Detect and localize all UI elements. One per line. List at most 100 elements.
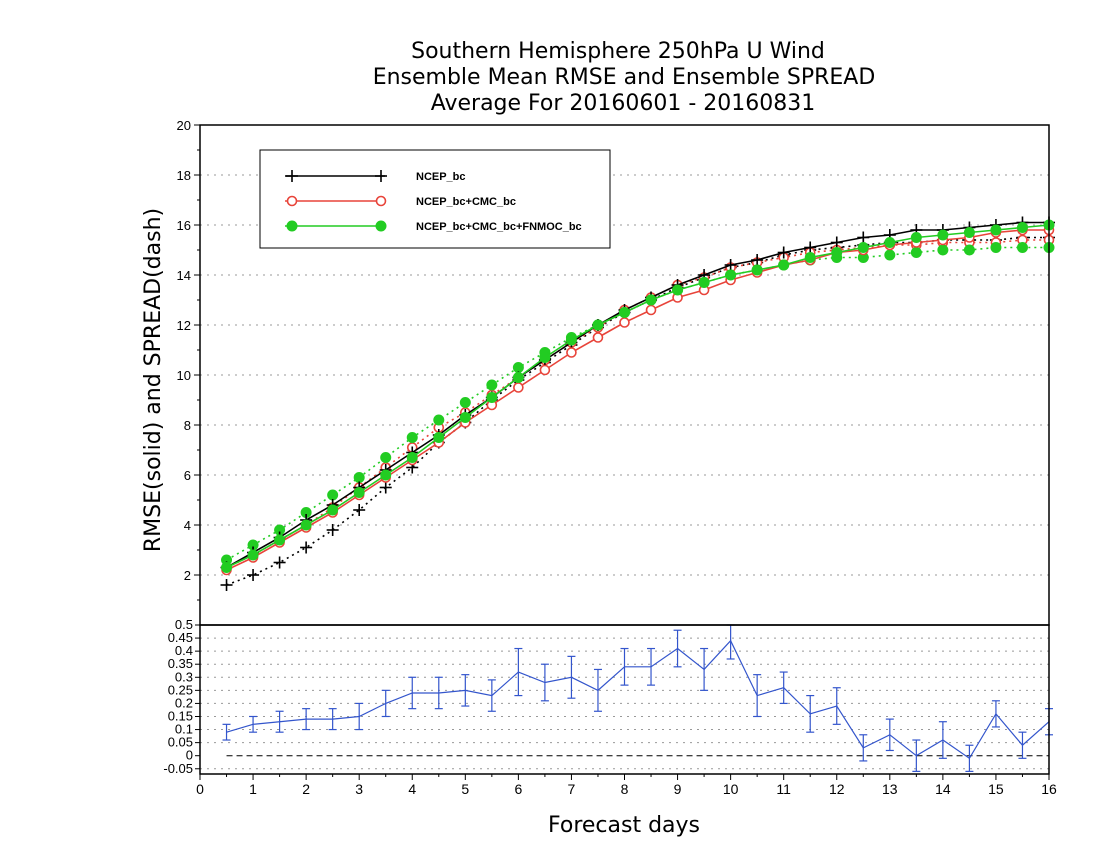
- error-bar: [487, 679, 496, 712]
- y-tick-label: 0.3: [175, 669, 193, 684]
- data-point: [698, 277, 710, 288]
- title-line-2: Ensemble Mean RMSE and Ensemble SPREAD: [373, 65, 876, 90]
- x-tick-label: 16: [1041, 781, 1057, 797]
- data-point: [619, 307, 630, 318]
- data-point: [751, 264, 763, 276]
- y-tick-label: 16: [177, 218, 191, 233]
- data-point: [486, 379, 498, 391]
- title-line-1: Southern Hemisphere 250hPa U Wind: [411, 39, 825, 64]
- y-tick-label: 14: [177, 268, 191, 283]
- data-point: [300, 541, 313, 554]
- error-bar: [355, 702, 364, 731]
- x-tick-label: 9: [674, 781, 682, 797]
- x-tick-label: 11: [776, 781, 791, 797]
- x-tick-label: 12: [829, 781, 845, 797]
- data-point: [592, 319, 604, 331]
- data-point: [990, 242, 1002, 253]
- y-tick-label: 20: [177, 118, 191, 133]
- error-bar: [912, 739, 921, 772]
- data-point: [777, 246, 790, 259]
- data-point: [327, 489, 339, 501]
- y-tick-label: 0.05: [168, 735, 193, 750]
- data-point: [286, 170, 298, 182]
- y-tick-label: 10: [177, 368, 191, 383]
- x-tick-label: 3: [355, 781, 363, 797]
- error-bar: [726, 624, 735, 660]
- data-point: [380, 469, 392, 481]
- error-bar: [1018, 731, 1027, 759]
- legend-entry: NCEP_bc+CMC_bc+FNMOC_bc: [285, 220, 582, 233]
- legend-box: [259, 149, 611, 249]
- data-point: [326, 524, 339, 536]
- x-tick-label: 13: [882, 781, 898, 797]
- y-tick-label: 0.15: [168, 708, 193, 723]
- error-bar: [567, 655, 576, 699]
- data-point: [857, 242, 869, 253]
- data-point: [433, 414, 445, 426]
- series-line: [226, 224, 1050, 569]
- title-line-3: Average For 20160601 - 20160831: [431, 91, 816, 116]
- data-point: [247, 549, 259, 561]
- chart-title: Southern Hemisphere 250hPa U Wind Ensemb…: [373, 39, 876, 116]
- lower-panel-grid: [200, 624, 1049, 770]
- data-point: [565, 334, 577, 346]
- data-point: [619, 317, 630, 328]
- data-point: [512, 362, 524, 373]
- error-bar: [885, 718, 894, 752]
- error-bar: [779, 671, 788, 705]
- y-tick-label: 4: [184, 518, 191, 533]
- error-bar: [965, 744, 974, 772]
- error-bar: [806, 694, 815, 733]
- data-point: [220, 579, 233, 591]
- series-spread-2: [221, 242, 1055, 566]
- error-bar: [647, 647, 656, 686]
- y-tick-label: 0: [186, 748, 193, 763]
- series-line: [226, 221, 1049, 569]
- data-point: [486, 392, 498, 403]
- y-tick-label: 0.4: [175, 643, 193, 658]
- x-tick-label: 8: [621, 781, 629, 797]
- data-point: [274, 534, 286, 546]
- series-line: [226, 639, 1050, 760]
- data-point: [672, 284, 684, 296]
- y-tick-label: 0.25: [168, 682, 193, 697]
- upper-y-axis: 2 4 6 8 10 12 14 16 18 20: [177, 118, 200, 601]
- data-point: [910, 247, 922, 258]
- error-bar: [514, 647, 523, 697]
- series-rmse-2: [221, 219, 1055, 573]
- series-spread-1: [221, 234, 1055, 573]
- data-point: [725, 269, 737, 281]
- data-point: [433, 432, 445, 443]
- series-line: [226, 236, 1049, 586]
- data-point: [459, 412, 471, 423]
- legend-label: NCEP_bc+CMC_bc+FNMOC_bc: [416, 221, 582, 233]
- x-tick-label: 14: [935, 781, 951, 797]
- error-bar: [275, 710, 284, 733]
- y-tick-label: 0.5: [175, 617, 193, 632]
- error-bar: [593, 668, 602, 712]
- x-tick-label: 0: [196, 781, 204, 797]
- x-tick-label: 5: [461, 781, 469, 797]
- data-point: [963, 244, 975, 256]
- data-point: [286, 220, 298, 232]
- error-bar: [991, 700, 1000, 728]
- y-tick-label: 12: [177, 318, 191, 333]
- data-point: [353, 487, 365, 498]
- data-point: [375, 220, 387, 232]
- error-bar: [461, 674, 470, 707]
- error-bar: [859, 734, 868, 762]
- y-tick-label: -0.05: [163, 761, 193, 776]
- series-spread-0: [220, 231, 1055, 591]
- x-tick-label: 1: [249, 781, 257, 797]
- lower-panel-series: [222, 624, 1053, 772]
- x-tick-label: 2: [302, 781, 310, 797]
- data-point: [221, 562, 233, 573]
- error-bar: [753, 674, 762, 718]
- error-bar: [938, 721, 947, 759]
- error-bar: [540, 663, 549, 702]
- data-point: [273, 556, 286, 569]
- x-tick-label: 15: [988, 781, 1004, 797]
- data-point: [459, 397, 471, 408]
- error-bar: [434, 676, 443, 710]
- data-point: [645, 294, 657, 306]
